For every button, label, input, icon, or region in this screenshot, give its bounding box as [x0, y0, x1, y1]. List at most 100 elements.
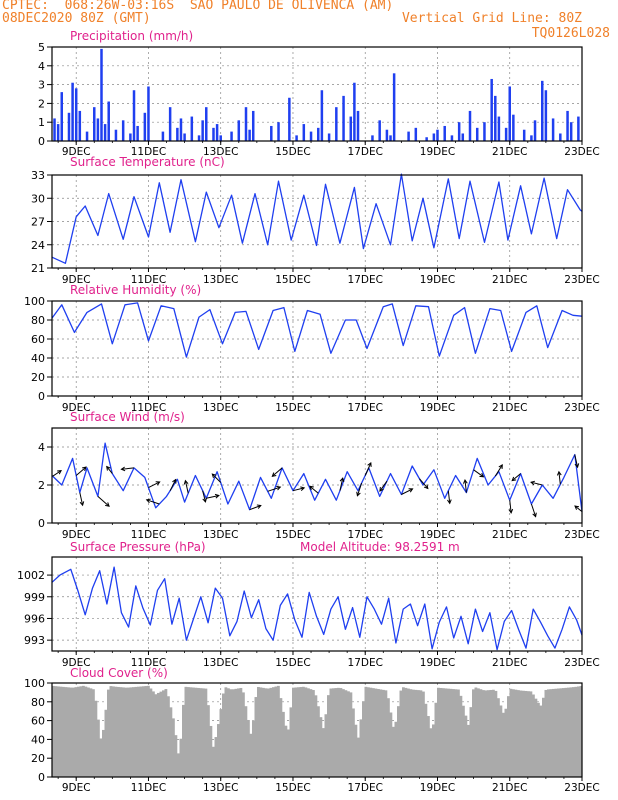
wind-vector-head: [120, 466, 126, 472]
wind-vector: [292, 487, 305, 492]
temp-xtick-label: 15DEC: [275, 274, 310, 286]
cloud-bar: [302, 686, 305, 777]
cloud-bar: [389, 712, 393, 777]
cloud-bar: [194, 687, 198, 777]
cloud-bar: [192, 687, 195, 777]
cloud-bar: [187, 687, 190, 777]
precip-bar: [270, 125, 273, 141]
cloud-bar: [59, 686, 63, 777]
precip-bar: [114, 129, 118, 141]
cloud-bar: [472, 689, 475, 777]
cloud-bar: [432, 724, 435, 777]
pressure-ytick-label: 993: [24, 634, 45, 647]
wind-vector-head: [423, 484, 429, 490]
wind-vector-head: [379, 486, 384, 492]
wind-vector: [473, 469, 484, 478]
cloud-bar: [447, 688, 450, 777]
pressure-xtick-label: 9DEC: [62, 657, 91, 669]
wind-vector: [530, 503, 537, 517]
cloud-bar: [94, 700, 98, 777]
precip-bar: [342, 95, 345, 141]
cloud-ytick-label: 20: [31, 752, 45, 765]
cloud-bar: [459, 695, 463, 777]
wind-vector: [211, 473, 222, 483]
cloud-bar: [72, 687, 75, 777]
rh-xtick-label: 19DEC: [420, 402, 455, 414]
cloud-bar: [239, 687, 243, 777]
cloud-bar: [514, 689, 518, 777]
rh-xtick-label: 17DEC: [348, 402, 383, 414]
precip-ytick-label: 5: [38, 41, 45, 54]
cloud-bar: [574, 686, 578, 777]
wind-vector-head: [356, 491, 361, 497]
cloud-bar: [362, 701, 365, 777]
cloud-bar: [84, 686, 88, 777]
cloud-bar: [557, 688, 560, 777]
cloud-bar: [247, 719, 250, 777]
precip-bar: [244, 107, 248, 141]
precip-bar: [67, 112, 71, 141]
cloud-bar: [507, 696, 510, 777]
rh-ytick-label: 80: [31, 314, 45, 327]
wind-vector: [249, 505, 261, 511]
precip-bar: [522, 129, 526, 141]
cloud-bar: [369, 687, 373, 777]
cloud-bar: [454, 689, 458, 777]
precip-bar: [468, 110, 472, 141]
wind-vector-head: [367, 461, 372, 467]
cloud-bar: [139, 686, 143, 777]
cloud-bar: [377, 689, 380, 777]
cloud-bar: [114, 686, 118, 777]
precip-bar: [414, 127, 418, 141]
cloud-bar: [134, 686, 138, 777]
precip-xtick-label: 17DEC: [348, 146, 383, 158]
cloud-bar: [244, 706, 248, 777]
wind-vector-head: [202, 497, 207, 503]
wind-vector-head: [309, 485, 314, 491]
cloud-bar: [399, 690, 403, 777]
wind-vector: [574, 454, 579, 468]
cloud-bar: [329, 688, 333, 777]
precip-bar: [190, 116, 194, 141]
cloud-bar: [349, 692, 353, 777]
cloud-bar: [417, 690, 420, 777]
precip-bar: [93, 107, 96, 141]
cloud-bar: [359, 719, 363, 777]
cloud-bar: [394, 721, 398, 777]
cloud-bar: [484, 690, 488, 777]
pressure-xtick-label: 17DEC: [348, 657, 383, 669]
cloud-bar: [74, 687, 78, 777]
cloud-bar: [464, 715, 468, 777]
cloud-bar: [142, 686, 145, 777]
cloud-bar: [429, 728, 433, 777]
precip-bar: [248, 129, 251, 141]
cloud-bar: [119, 687, 123, 777]
cloud-bar: [184, 686, 188, 777]
cloud-frame: [51, 682, 583, 778]
precip-bar: [161, 131, 165, 141]
precip-bar: [559, 133, 562, 141]
grid-line-note: Vertical Grid Line: 80Z: [401, 11, 582, 26]
pressure-ytick-label: 996: [24, 612, 45, 625]
wind-vector-head: [256, 504, 262, 509]
cloud-bar: [129, 687, 133, 777]
cloud-bar: [104, 709, 108, 777]
cloud-bar: [242, 692, 245, 777]
rh-xtick-label: 15DEC: [275, 402, 310, 414]
precip-bar: [569, 122, 573, 141]
cloud-bar: [332, 688, 335, 777]
cloud-bar: [67, 687, 70, 777]
cloud-bar: [262, 687, 265, 777]
cloud-bar: [259, 687, 263, 777]
precip-bar: [143, 112, 147, 141]
precip-bar: [544, 90, 548, 141]
cloud-bar: [539, 705, 543, 777]
cloud-bar: [497, 698, 500, 777]
wind-vector-head: [498, 464, 503, 469]
pressure-xtick-label: 15DEC: [275, 657, 310, 669]
cloud-bar: [289, 707, 293, 777]
pressure-ytick-label: 999: [24, 591, 45, 604]
cloud-bar: [159, 691, 163, 777]
cloud-bar: [342, 689, 345, 777]
wind-vector-head: [145, 498, 151, 504]
